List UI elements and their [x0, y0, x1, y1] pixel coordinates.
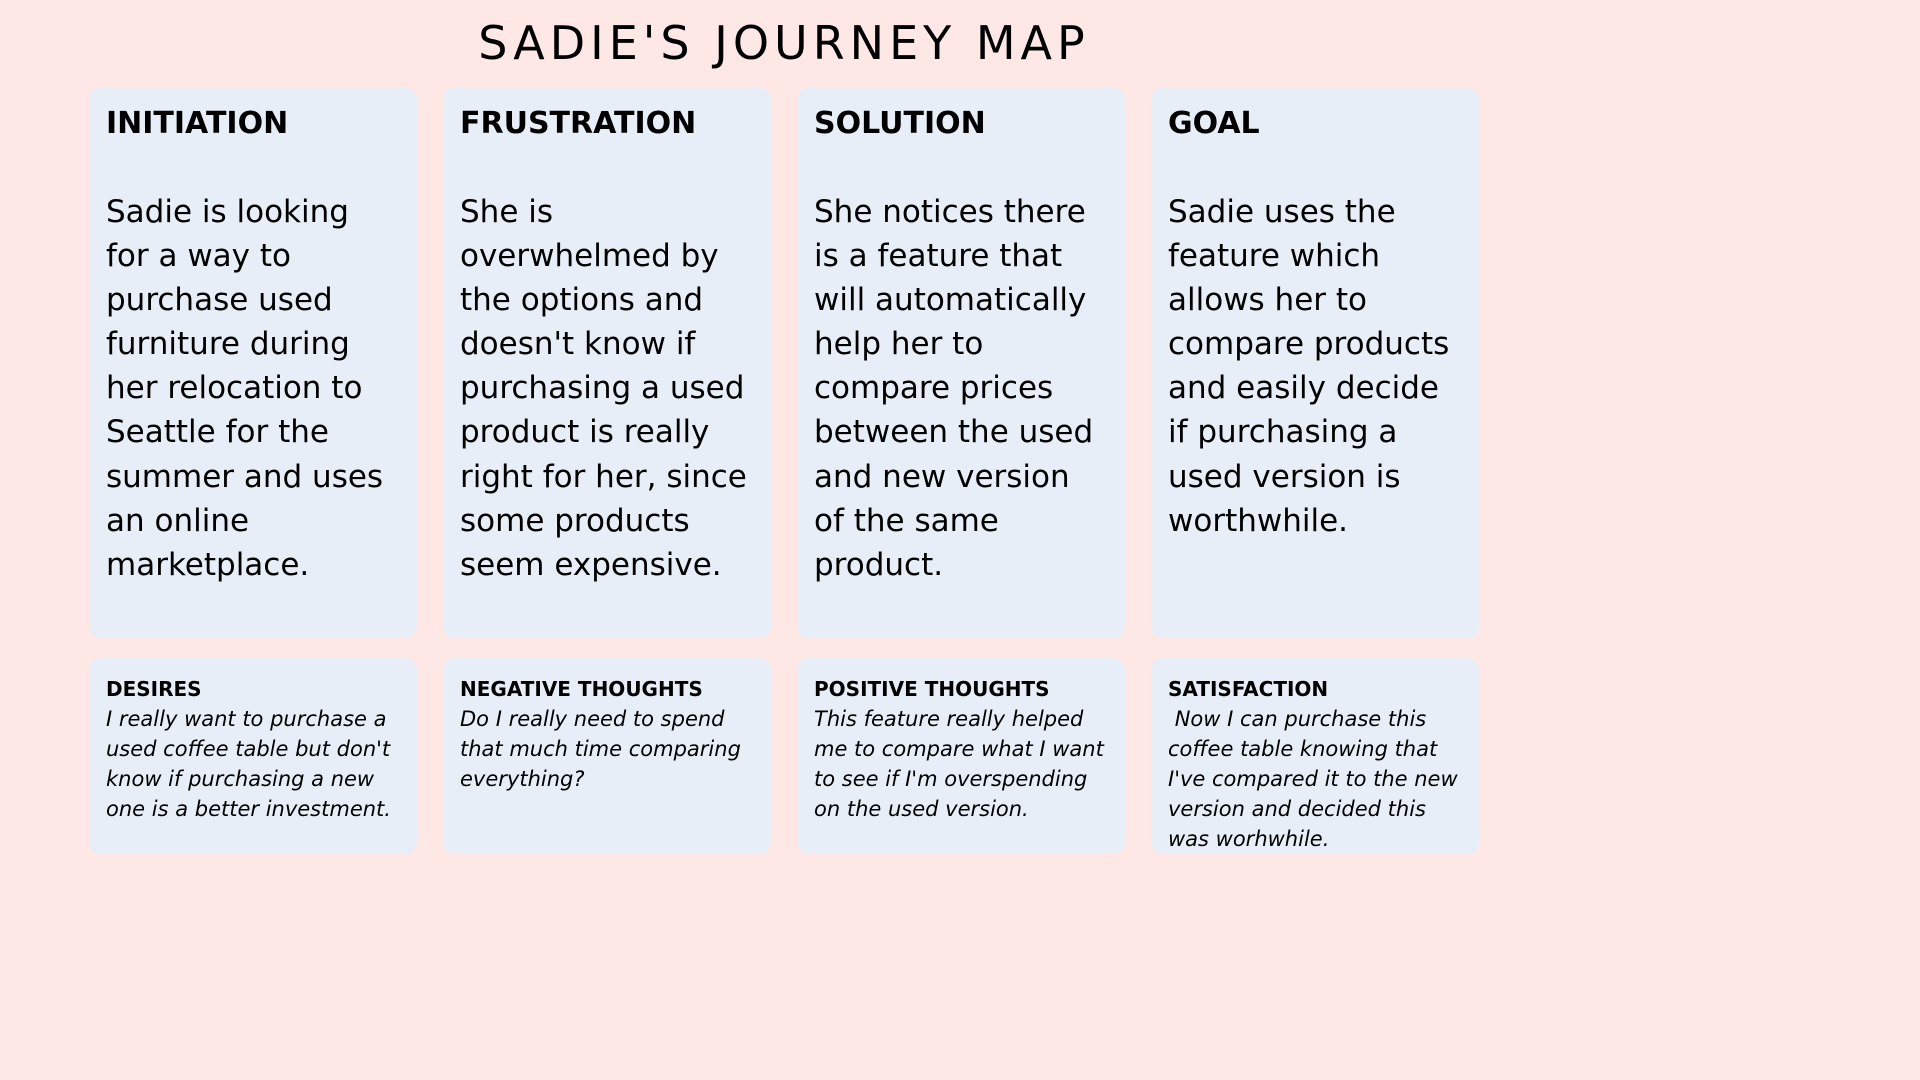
note-heading: DESIRES [106, 677, 202, 701]
stage-description: Sadie uses the feature which allows her … [1168, 194, 1450, 539]
note-quote: This feature really helped me to compare… [814, 707, 1111, 821]
note-heading: SATISFACTION [1168, 677, 1329, 701]
note-card-desires: DESIRES I really want to purchase a used… [89, 658, 417, 854]
stage-description: She is overwhelmed by the options and do… [460, 194, 747, 583]
stage-card-frustration: FRUSTRATION She is overwhelmed by the op… [443, 88, 771, 638]
note-quote: Now I can purchase this coffee table kno… [1168, 707, 1465, 851]
stage-card-goal: GOAL Sadie uses the feature which allows… [1151, 88, 1479, 638]
stage-description: She notices there is a feature that will… [814, 194, 1094, 583]
note-card-negative-thoughts: NEGATIVE THOUGHTS Do I really need to sp… [443, 658, 771, 854]
note-quote: I really want to purchase a used coffee … [106, 707, 397, 821]
stage-heading: GOAL [1168, 106, 1260, 141]
stage-heading: SOLUTION [814, 106, 986, 141]
stage-description: Sadie is looking for a way to purchase u… [106, 194, 384, 583]
stage-card-solution: SOLUTION She notices there is a feature … [797, 88, 1125, 638]
stage-card-initiation: INITIATION Sadie is looking for a way to… [89, 88, 417, 638]
note-card-satisfaction: SATISFACTION Now I can purchase this cof… [1151, 658, 1479, 854]
note-quote: Do I really need to spend that much time… [460, 707, 748, 791]
page-title: SADIE'S JOURNEY MAP [478, 16, 1090, 70]
note-card-positive-thoughts: POSITIVE THOUGHTS This feature really he… [797, 658, 1125, 854]
stage-heading: INITIATION [106, 106, 289, 141]
stage-heading: FRUSTRATION [460, 106, 697, 141]
note-heading: POSITIVE THOUGHTS [814, 677, 1050, 701]
note-heading: NEGATIVE THOUGHTS [460, 677, 703, 701]
